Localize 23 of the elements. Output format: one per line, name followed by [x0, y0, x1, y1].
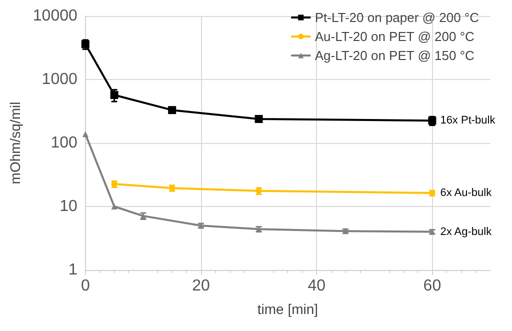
legend-label: Au-LT-20 on PET @ 200 °C	[314, 29, 474, 44]
y-tick-label: 1000	[42, 71, 78, 88]
y-axis-title: mOhm/sq/mil	[7, 102, 23, 184]
point	[111, 204, 118, 210]
point	[110, 91, 118, 99]
y-tick-label: 10	[60, 198, 78, 215]
legend-label: Ag-LT-20 on PET @ 150 °C	[314, 48, 474, 63]
x-tick-label: 20	[192, 278, 210, 294]
point	[254, 114, 263, 123]
annotation: 16x Pt-bulk	[440, 114, 496, 127]
annotation: 6x Au-bulk	[440, 187, 492, 200]
point	[81, 40, 90, 48]
x-tick-label: 40	[308, 278, 326, 294]
annotation: 2x Ag-bulk	[440, 226, 492, 238]
y-tick-label: 100	[50, 134, 78, 152]
point	[82, 131, 88, 138]
point	[168, 106, 176, 114]
x-tick-label: 60	[423, 278, 442, 294]
x-axis-title: time [min]	[257, 301, 318, 317]
y-tick-label: 10000	[32, 8, 78, 24]
legend-label: Pt-LT-20 on paper @ 200 °C	[314, 10, 480, 25]
x-tick-label: 0	[80, 278, 90, 294]
y-tick-label: 1	[68, 262, 78, 278]
